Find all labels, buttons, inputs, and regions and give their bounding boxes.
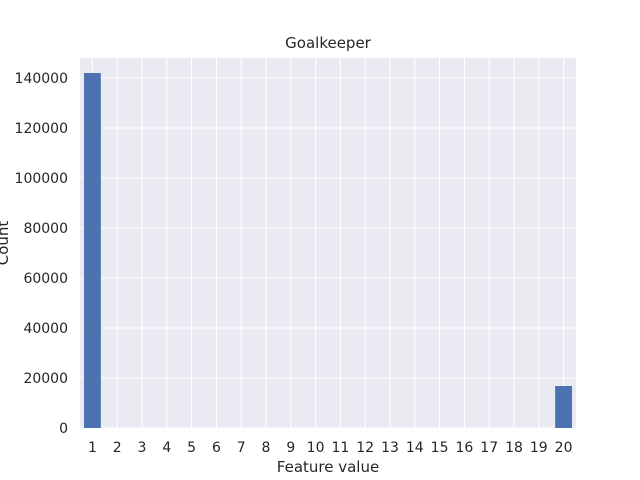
y-tick-label: 40000 <box>23 321 68 337</box>
y-tick-label: 100000 <box>15 171 68 187</box>
x-tick-label: 8 <box>262 440 271 456</box>
chart-title: Goalkeeper <box>285 34 372 52</box>
grid-lines <box>80 58 576 429</box>
x-tick-label: 18 <box>505 440 523 456</box>
y-tick-label: 80000 <box>23 221 68 237</box>
x-tick-label: 2 <box>113 440 122 456</box>
x-tick-label: 9 <box>286 440 295 456</box>
bar-20 <box>555 386 573 428</box>
x-tick-label: 17 <box>480 440 498 456</box>
y-tick-label: 0 <box>59 421 68 437</box>
x-axis-label: Feature value <box>277 458 379 476</box>
x-tick-label: 19 <box>530 440 548 456</box>
x-tick-label: 14 <box>406 440 424 456</box>
x-tick-labels: 1 2 3 4 5 6 7 8 9 10 11 12 13 14 15 16 17 18 19 20 <box>88 440 573 456</box>
x-tick-label: 7 <box>237 440 246 456</box>
x-tick-label: 6 <box>212 440 221 456</box>
x-tick-label: 13 <box>381 440 399 456</box>
y-tick-label: 20000 <box>23 371 68 387</box>
plot-area <box>80 58 576 428</box>
y-tick-label: 140000 <box>15 71 68 87</box>
y-tick-label: 60000 <box>23 271 68 287</box>
x-tick-label: 5 <box>187 440 196 456</box>
y-tick-label: 120000 <box>15 121 68 137</box>
x-tick-label: 3 <box>138 440 147 456</box>
x-tick-label: 11 <box>331 440 349 456</box>
bar-1 <box>83 73 101 428</box>
x-tick-label: 12 <box>356 440 374 456</box>
x-tick-label: 1 <box>88 440 97 456</box>
x-tick-label: 4 <box>162 440 171 456</box>
y-tick-labels: 0 20000 40000 60000 80000 100000 120000 140000 <box>15 71 68 437</box>
bars <box>83 73 573 428</box>
x-tick-label: 10 <box>307 440 325 456</box>
x-tick-label: 15 <box>431 440 449 456</box>
y-axis-label: Count <box>0 221 12 266</box>
x-tick-label: 16 <box>455 440 473 456</box>
x-tick-label: 20 <box>555 440 573 456</box>
